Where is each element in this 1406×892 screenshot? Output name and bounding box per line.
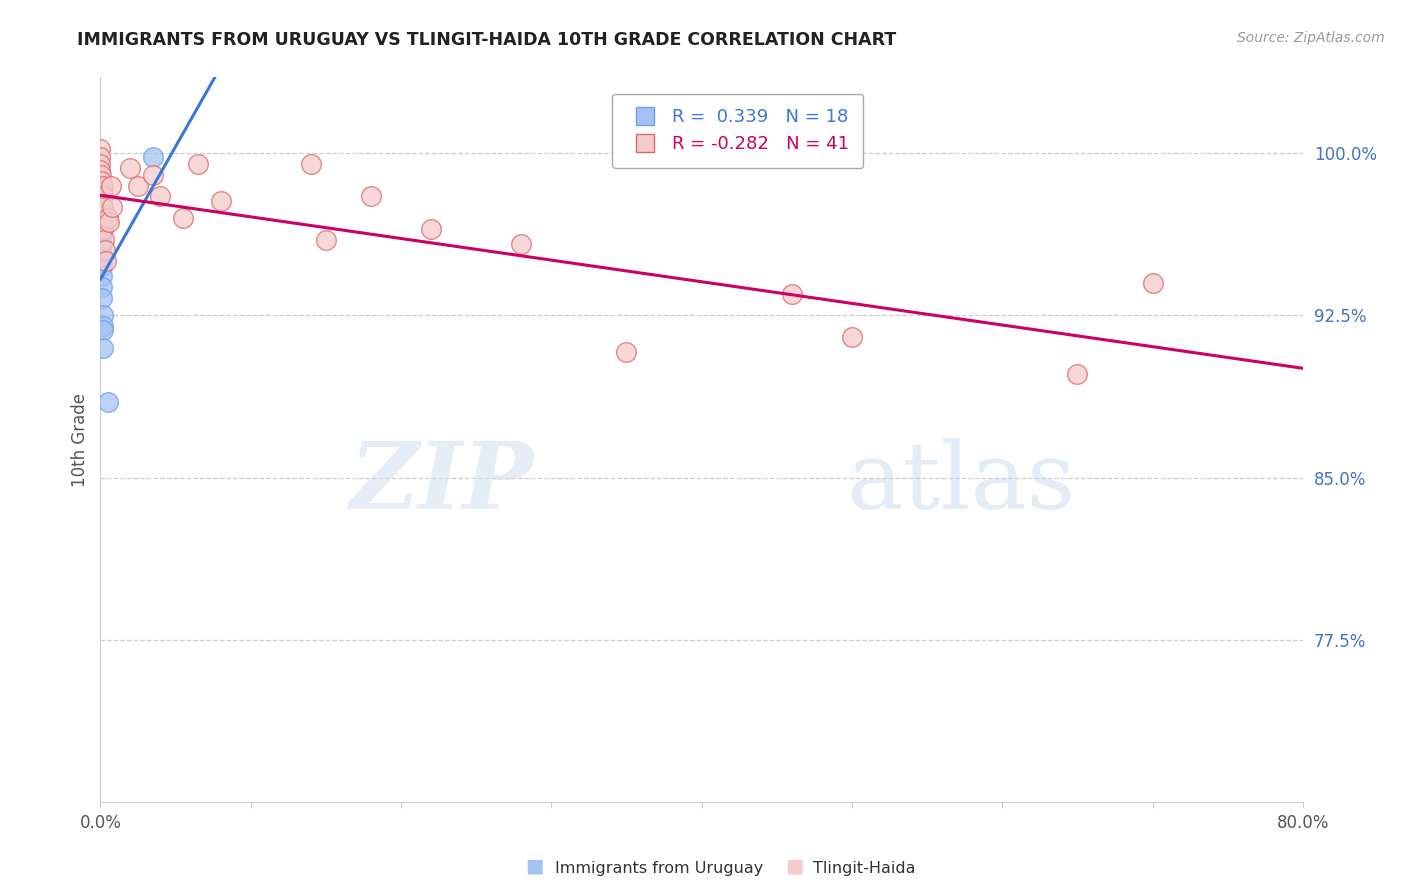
Point	[90, 222, 112, 236]
Point	[90, 291, 112, 305]
Point	[90, 207, 112, 221]
Point	[90, 168, 112, 182]
Point	[90, 185, 112, 199]
Point	[90, 259, 112, 273]
Point	[93, 341, 115, 355]
Point	[93, 323, 115, 337]
Point	[90, 200, 112, 214]
Point	[101, 200, 124, 214]
Point	[142, 151, 165, 165]
Point	[93, 200, 115, 214]
Point	[90, 233, 112, 247]
Point	[93, 222, 115, 236]
Point	[209, 194, 232, 208]
Point	[360, 189, 382, 203]
Point	[97, 394, 120, 409]
Point	[89, 207, 111, 221]
Y-axis label: 10th Grade: 10th Grade	[72, 392, 89, 487]
Text: Immigrants from Uruguay: Immigrants from Uruguay	[555, 861, 763, 876]
Point	[89, 163, 111, 178]
Point	[90, 192, 112, 206]
Point	[91, 319, 114, 334]
Point	[90, 269, 112, 284]
Point	[89, 224, 111, 238]
Point	[97, 211, 120, 225]
Legend: R =  0.339   N = 18, R = -0.282   N = 41: R = 0.339 N = 18, R = -0.282 N = 41	[612, 94, 863, 168]
Text: IMMIGRANTS FROM URUGUAY VS TLINGIT-HAIDA 10TH GRADE CORRELATION CHART: IMMIGRANTS FROM URUGUAY VS TLINGIT-HAIDA…	[77, 31, 897, 49]
Point	[93, 233, 115, 247]
Point	[90, 250, 112, 264]
Point	[142, 168, 165, 182]
Text: Tlingit-Haida: Tlingit-Haida	[813, 861, 915, 876]
Point	[94, 254, 117, 268]
Point	[90, 215, 112, 229]
Point	[90, 174, 112, 188]
Point	[841, 330, 863, 344]
Point	[127, 178, 149, 193]
Point	[89, 233, 111, 247]
Point	[510, 236, 533, 251]
Point	[91, 178, 114, 193]
Point	[1066, 367, 1088, 381]
Point	[172, 211, 194, 225]
Point	[90, 244, 112, 258]
Point	[315, 233, 337, 247]
Text: atlas: atlas	[846, 438, 1076, 528]
Point	[89, 215, 111, 229]
Point	[94, 244, 117, 258]
Point	[91, 309, 114, 323]
Point	[420, 222, 443, 236]
Point	[90, 180, 112, 194]
Point	[100, 178, 122, 193]
Point	[149, 189, 172, 203]
Point	[616, 345, 638, 359]
Text: ZIP: ZIP	[349, 438, 533, 528]
Text: ■: ■	[524, 857, 544, 876]
Point	[90, 222, 112, 236]
Point	[1142, 276, 1164, 290]
Point	[89, 142, 111, 156]
Point	[89, 157, 111, 171]
Text: ■: ■	[785, 857, 804, 876]
Point	[89, 151, 111, 165]
Point	[187, 157, 209, 171]
Text: Source: ZipAtlas.com: Source: ZipAtlas.com	[1237, 31, 1385, 45]
Point	[120, 161, 142, 176]
Point	[98, 215, 121, 229]
Point	[299, 157, 322, 171]
Point	[91, 189, 114, 203]
Point	[90, 280, 112, 294]
Point	[780, 286, 803, 301]
